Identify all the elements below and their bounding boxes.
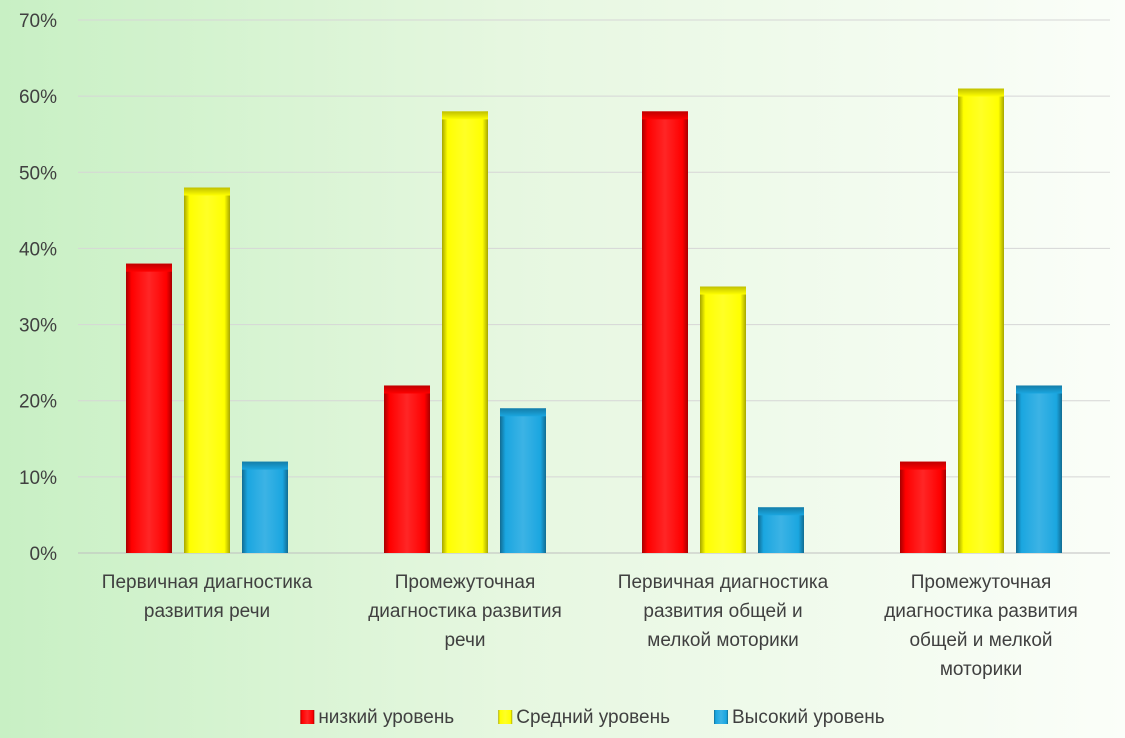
bar-bevel bbox=[700, 286, 746, 295]
bar-body bbox=[900, 461, 946, 553]
x-category-label: Промежуточная диагностика развития речи bbox=[368, 572, 562, 651]
bar-bevel bbox=[126, 263, 172, 272]
legend-item: низкий уровень bbox=[300, 707, 454, 728]
bar-bevel bbox=[500, 408, 546, 417]
bar bbox=[900, 461, 946, 553]
bar bbox=[642, 111, 688, 553]
y-tick-label: 70% bbox=[19, 11, 57, 32]
legend-item: Высокий уровень bbox=[714, 707, 885, 728]
y-tick-label: 20% bbox=[19, 392, 57, 413]
bar bbox=[958, 88, 1004, 554]
x-category-label: Промежуточная диагностика развития общей и… bbox=[884, 572, 1078, 680]
bar-bevel bbox=[184, 187, 230, 196]
bar-body bbox=[126, 263, 172, 553]
bar-body bbox=[1016, 385, 1062, 553]
legend-swatch bbox=[498, 710, 513, 724]
y-tick-label: 40% bbox=[19, 239, 57, 260]
y-tick-label: 0% bbox=[30, 544, 58, 565]
legend-label: Высокий уровень bbox=[732, 707, 885, 728]
x-category-label: Первичная диагностика развития речи bbox=[102, 572, 313, 622]
bar-body bbox=[700, 286, 746, 553]
bar-bevel bbox=[642, 111, 688, 120]
y-tick-label: 50% bbox=[19, 163, 57, 184]
y-tick-label: 60% bbox=[19, 87, 57, 108]
legend-item: Средний уровень bbox=[498, 707, 670, 728]
bar-bevel bbox=[1016, 385, 1062, 394]
x-category-label: Первичная диагностика развития общей и мел… bbox=[618, 572, 829, 651]
bar-bevel bbox=[442, 111, 488, 120]
y-tick-label: 30% bbox=[19, 316, 57, 337]
bar-body bbox=[384, 385, 430, 553]
bar bbox=[700, 286, 746, 553]
bar bbox=[500, 408, 546, 553]
bar bbox=[242, 461, 288, 553]
legend-swatch bbox=[714, 710, 728, 724]
bar-bevel bbox=[758, 507, 804, 516]
legend-swatch bbox=[300, 710, 315, 724]
bar-bevel bbox=[242, 461, 288, 470]
bar bbox=[384, 385, 430, 553]
bar-body bbox=[442, 111, 488, 553]
bar-bevel bbox=[900, 461, 946, 470]
bar-bevel bbox=[384, 385, 430, 394]
legend-label: Средний уровень bbox=[516, 707, 670, 728]
bar-body bbox=[242, 461, 288, 553]
bar-body bbox=[958, 88, 1004, 554]
bar bbox=[442, 111, 488, 553]
bar-body bbox=[642, 111, 688, 553]
bar-body bbox=[500, 408, 546, 553]
bar-bevel bbox=[958, 88, 1004, 97]
bar bbox=[1016, 385, 1062, 553]
bar bbox=[184, 187, 230, 553]
legend-label: низкий уровень bbox=[318, 707, 454, 728]
bar-body bbox=[184, 187, 230, 553]
bar bbox=[126, 263, 172, 553]
y-tick-label: 10% bbox=[19, 468, 57, 489]
bar bbox=[758, 507, 804, 553]
